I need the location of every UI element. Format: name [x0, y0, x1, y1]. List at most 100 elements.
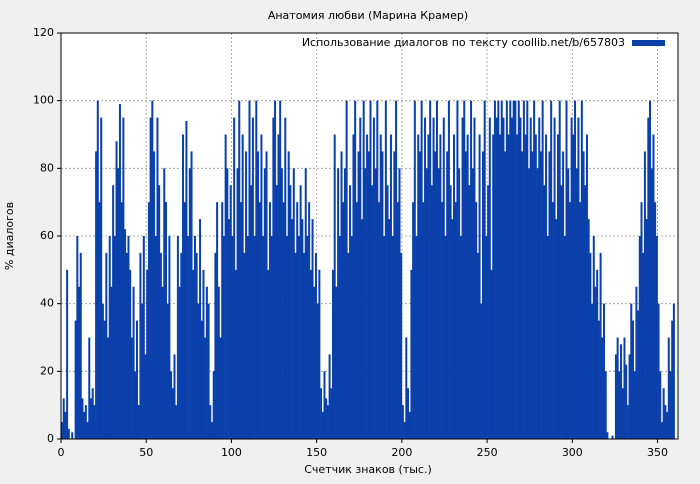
bar: [141, 303, 144, 439]
bar: [89, 398, 92, 439]
bar: [454, 202, 457, 439]
bar: [672, 303, 675, 439]
bar: [378, 202, 381, 439]
bar: [204, 337, 207, 439]
bar: [199, 219, 202, 439]
bar: [470, 100, 473, 440]
bar: [618, 371, 621, 439]
bar: [337, 168, 340, 440]
bar: [441, 202, 444, 439]
bar: [413, 100, 416, 440]
y-tick-label: 120: [33, 26, 54, 39]
bar: [112, 185, 115, 439]
bar: [164, 202, 167, 439]
bar: [236, 168, 239, 440]
bar: [147, 202, 150, 439]
bar: [115, 141, 118, 439]
bar: [210, 422, 213, 439]
bar: [412, 202, 415, 439]
bar: [354, 100, 357, 440]
y-tick-label: 100: [33, 94, 54, 107]
bar: [579, 202, 582, 439]
bar: [168, 236, 171, 439]
bar: [216, 202, 219, 439]
bar: [258, 202, 261, 439]
bar: [621, 388, 624, 439]
bar: [91, 388, 94, 439]
bar: [403, 422, 406, 439]
bar: [144, 354, 147, 439]
y-axis-label: % диалогов: [3, 202, 16, 270]
bar: [187, 236, 190, 439]
bar: [439, 134, 442, 439]
bar: [132, 286, 135, 439]
bar: [101, 303, 104, 439]
bar: [202, 269, 205, 439]
bar: [272, 117, 275, 439]
bar: [625, 364, 628, 439]
bar: [268, 202, 271, 439]
bar: [96, 100, 99, 440]
bar: [113, 236, 116, 439]
bar: [84, 405, 87, 439]
bar: [226, 168, 229, 440]
bar: [79, 252, 82, 439]
bar: [640, 202, 643, 439]
bar: [463, 100, 466, 440]
bar: [335, 286, 338, 439]
bar: [313, 286, 316, 439]
bar: [217, 286, 220, 439]
bar: [453, 134, 456, 439]
bar: [83, 411, 86, 439]
bar: [493, 100, 496, 440]
bar: [67, 428, 70, 439]
bar: [178, 286, 181, 439]
bar: [320, 388, 323, 439]
bar: [599, 252, 602, 439]
bar: [478, 134, 481, 439]
bar: [355, 202, 358, 439]
bar: [347, 252, 350, 439]
bar: [98, 202, 101, 439]
bar: [139, 252, 142, 439]
bar: [275, 185, 278, 439]
bar: [582, 151, 585, 439]
bar: [550, 100, 553, 440]
bar: [118, 104, 121, 440]
bar: [459, 236, 462, 439]
bar: [659, 371, 662, 439]
bar: [175, 405, 178, 439]
bar: [519, 117, 522, 439]
bar: [274, 100, 277, 440]
bar: [359, 117, 362, 439]
bar: [76, 236, 79, 439]
bar: [630, 303, 633, 439]
bar: [398, 168, 401, 440]
bar: [633, 371, 636, 439]
bar: [485, 236, 488, 439]
bar: [526, 100, 529, 440]
bar: [650, 168, 653, 440]
bar: [170, 371, 173, 439]
bar: [471, 168, 474, 440]
bar: [372, 117, 375, 439]
bar: [360, 219, 363, 439]
bar: [620, 344, 623, 439]
bar: [219, 337, 222, 439]
bar: [383, 236, 386, 439]
bar: [163, 168, 166, 440]
bar: [107, 337, 110, 439]
bar: [154, 236, 157, 439]
bar: [209, 405, 212, 439]
bar: [296, 202, 299, 439]
bar: [565, 100, 568, 440]
bar: [614, 354, 617, 439]
bar: [369, 100, 372, 440]
bar: [466, 134, 469, 439]
bar: [645, 219, 648, 439]
x-tick-label: 250: [477, 446, 498, 459]
bar: [265, 151, 268, 439]
bar: [512, 100, 515, 440]
bar: [642, 252, 645, 439]
bar: [444, 236, 447, 439]
